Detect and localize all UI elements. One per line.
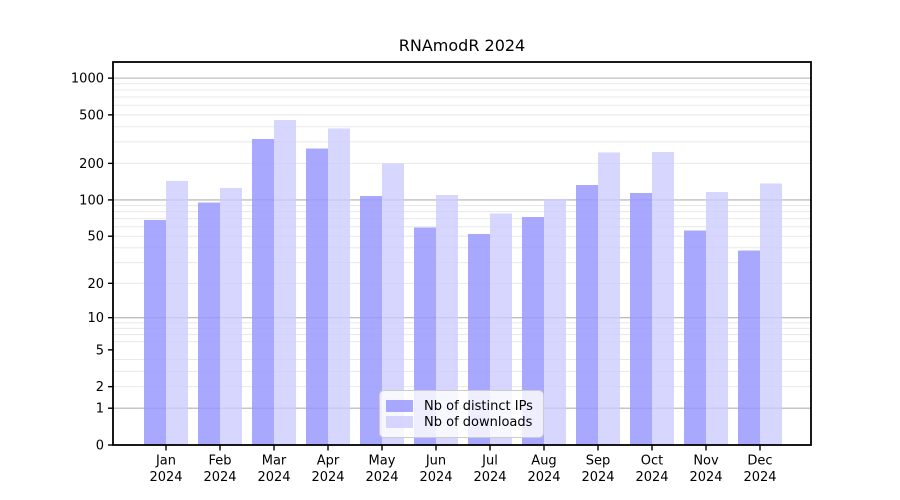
bar-downloads-aug [544, 198, 566, 445]
x-tick-label-year-jul: 2024 [473, 470, 506, 485]
legend-swatch-ips [386, 400, 413, 412]
bar-downloads-mar [274, 119, 296, 446]
bar-distinct-ips-nov [684, 230, 706, 445]
y-tick-label-100: 100 [79, 193, 104, 208]
x-tick-label-year-aug: 2024 [527, 470, 560, 485]
bar-distinct-ips-may [360, 195, 382, 445]
x-tick-label-year-oct: 2024 [635, 470, 668, 485]
legend-item-distinct-ips: Nb of distinct IPs [386, 398, 535, 414]
bar-downloads-jun [436, 194, 458, 445]
bar-downloads-jan [166, 181, 188, 445]
x-tick-label-year-jan: 2024 [149, 470, 182, 485]
legend-item-downloads: Nb of downloads [386, 414, 535, 430]
bar-distinct-ips-apr [306, 148, 328, 445]
bar-downloads-dec [760, 183, 782, 445]
x-tick-label-month-feb: Feb [208, 454, 231, 469]
x-tick-label-month-may: May [369, 454, 396, 469]
x-tick-label-month-sep: Sep [586, 454, 611, 469]
x-tick-label-month-mar: Mar [262, 454, 287, 469]
bar-distinct-ips-mar [252, 139, 274, 445]
bar-distinct-ips-oct [630, 193, 652, 445]
bar-downloads-oct [652, 152, 674, 445]
bar-downloads-feb [220, 188, 242, 445]
x-tick-label-year-feb: 2024 [203, 470, 236, 485]
x-tick-label-month-jul: Jul [481, 454, 498, 469]
bar-distinct-ips-feb [198, 202, 220, 445]
x-tick-label-month-nov: Nov [693, 454, 719, 469]
x-tick-label-year-mar: 2024 [257, 470, 290, 485]
legend-label-distinct-ips: Nb of distinct IPs [424, 398, 533, 414]
x-tick-label-month-apr: Apr [317, 454, 340, 469]
y-tick-label-500: 500 [79, 108, 104, 123]
x-tick-label-month-oct: Oct [641, 454, 663, 469]
y-tick-label-1000: 1000 [71, 72, 104, 87]
y-tick-label-5: 5 [96, 343, 104, 358]
bar-distinct-ips-dec [738, 250, 760, 445]
legend-swatch-downloads [386, 416, 413, 428]
bar-downloads-may [382, 163, 404, 445]
x-tick-label-year-may: 2024 [365, 470, 398, 485]
bar-downloads-sep [598, 152, 620, 445]
bar-downloads-apr [328, 128, 350, 446]
x-tick-label-month-aug: Aug [531, 454, 556, 469]
bar-distinct-ips-sep [576, 184, 598, 446]
x-tick-label-year-nov: 2024 [689, 470, 722, 485]
x-tick-label-month-dec: Dec [747, 454, 772, 469]
legend-label-downloads: Nb of downloads [424, 414, 533, 430]
y-tick-label-0: 0 [96, 439, 104, 454]
chart-title: RNAmodR 2024 [398, 36, 526, 55]
x-tick-label-month-jun: Jun [425, 454, 446, 469]
y-tick-label-1: 1 [96, 402, 104, 417]
plot-frame [112, 61, 812, 446]
y-tick-label-200: 200 [79, 157, 104, 172]
x-tick-label-year-dec: 2024 [743, 470, 776, 485]
y-tick-label-2: 2 [96, 380, 104, 395]
legend: Nb of distinct IPs Nb of downloads [379, 390, 544, 438]
x-tick-label-month-jan: Jan [155, 454, 176, 469]
bar-downloads-jul [490, 213, 512, 445]
y-tick-label-10: 10 [87, 311, 104, 326]
x-tick-label-year-sep: 2024 [581, 470, 614, 485]
bar-downloads-nov [706, 192, 728, 445]
x-tick-label-year-jun: 2024 [419, 470, 452, 485]
x-tick-label-year-apr: 2024 [311, 470, 344, 485]
y-tick-label-50: 50 [87, 230, 104, 245]
bar-distinct-ips-jan [144, 220, 166, 445]
bar-distinct-ips-aug [522, 217, 544, 445]
y-tick-label-20: 20 [87, 277, 104, 292]
